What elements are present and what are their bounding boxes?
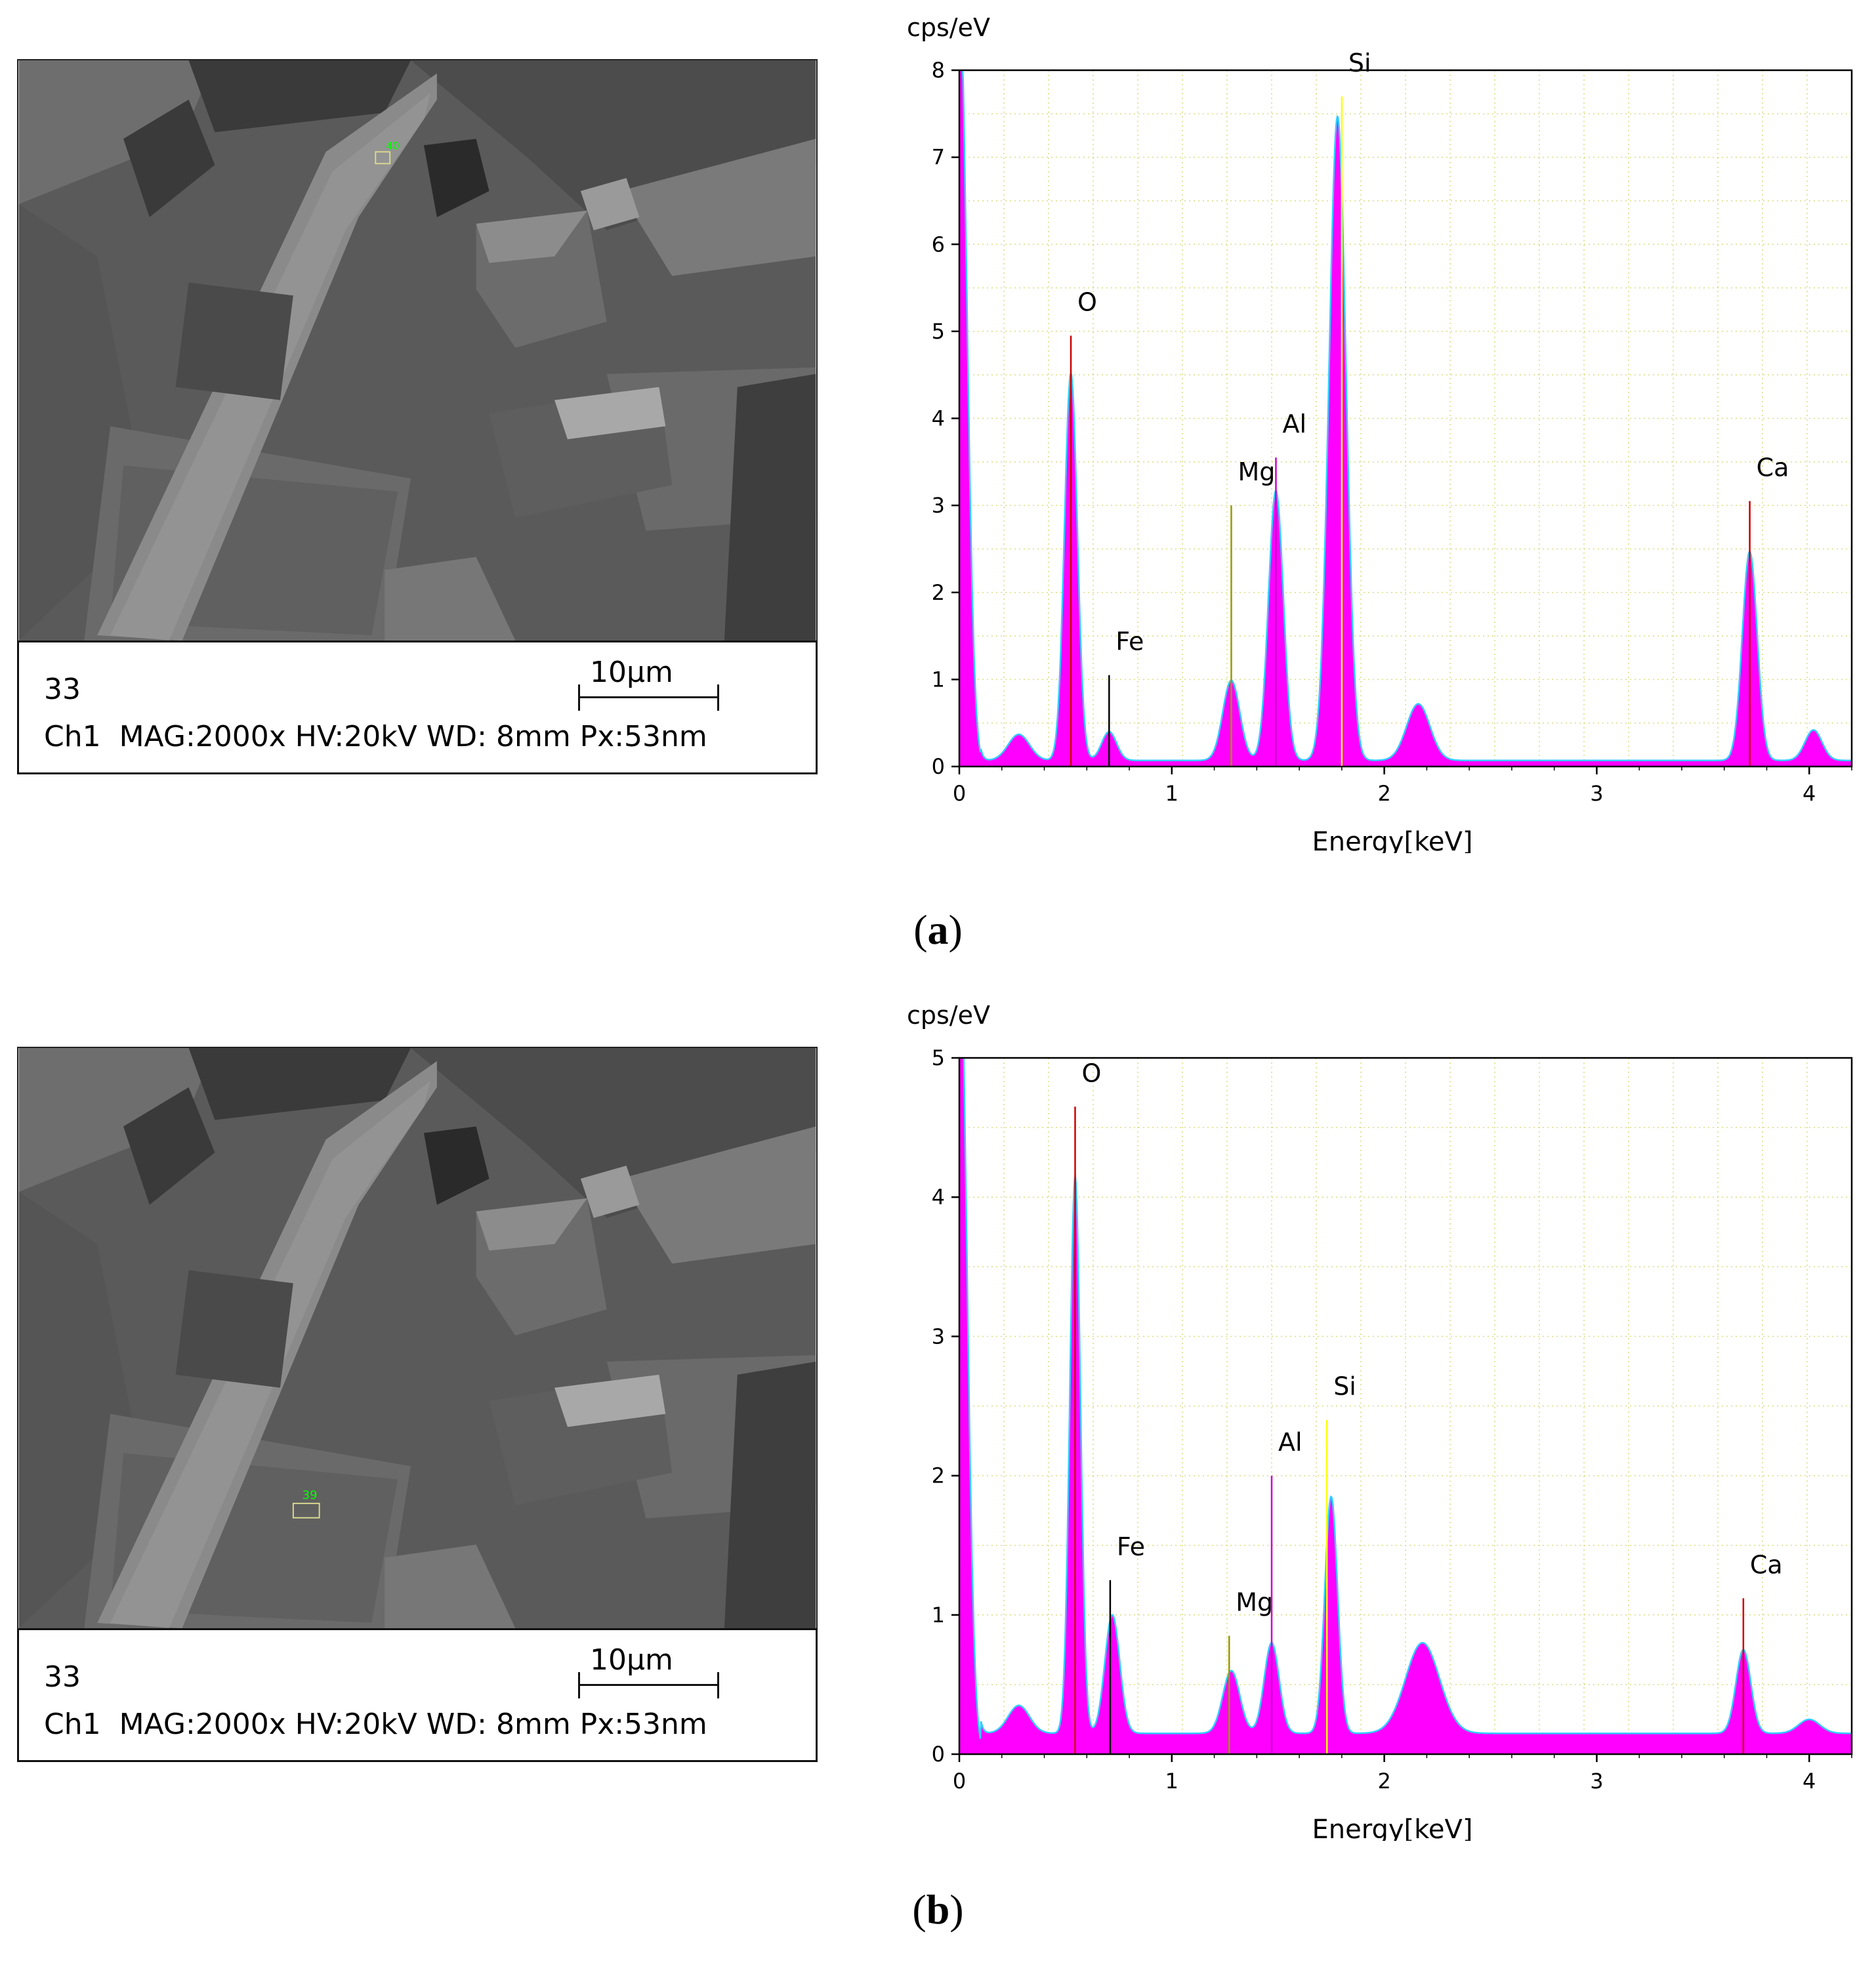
y-tick-label: 2 — [932, 1463, 945, 1488]
x-tick-label: 4 — [1803, 1769, 1816, 1794]
y-axis-title: cps/eV — [907, 13, 990, 42]
y-tick-label: 0 — [932, 754, 945, 779]
y-tick-label: 3 — [932, 493, 945, 518]
x-tick-label: 4 — [1803, 781, 1816, 806]
element-label-o: O — [1081, 1059, 1101, 1087]
panel-a: 40 33 Ch1 MAG:2000x HV:20kV WD: 8mm Px:5… — [17, 13, 1853, 953]
caption-letter: b — [926, 1886, 950, 1933]
element-label-ca: Ca — [1750, 1550, 1783, 1579]
x-tick-label: 2 — [1377, 781, 1390, 806]
element-label-si: Si — [1333, 1372, 1356, 1401]
analysis-point-label: 39 — [302, 1488, 318, 1502]
y-tick-label: 1 — [932, 667, 945, 692]
y-tick-label: 5 — [932, 1045, 945, 1070]
scale-bar-tick-left — [578, 1672, 580, 1698]
scale-bar-tick-left — [578, 684, 580, 711]
element-label-al: Al — [1282, 410, 1306, 438]
sem-micrograph: 39 — [17, 1047, 818, 1629]
caption-a: (a) — [913, 906, 963, 953]
sem-micrograph: 40 — [17, 59, 818, 642]
y-axis-title: cps/eV — [907, 1001, 990, 1030]
spectrum-outline — [959, 70, 1852, 761]
y-tick-label: 6 — [932, 232, 945, 257]
x-tick-label: 1 — [1165, 1769, 1178, 1794]
element-label-mg: Mg — [1238, 457, 1275, 486]
x-tick-label: 1 — [1165, 781, 1178, 806]
sample-id: 33 — [44, 1660, 81, 1694]
scale-bar — [578, 1684, 719, 1686]
element-label-fe: Fe — [1117, 1532, 1145, 1561]
y-tick-label: 3 — [932, 1324, 945, 1349]
sample-id: 33 — [44, 673, 81, 706]
sem-info-box: 33 Ch1 MAG:2000x HV:20kV WD: 8mm Px:53nm… — [17, 1628, 818, 1762]
sem-info-box: 33 Ch1 MAG:2000x HV:20kV WD: 8mm Px:53nm… — [17, 641, 818, 774]
acquisition-info: Ch1 MAG:2000x HV:20kV WD: 8mm Px:53nm — [44, 1708, 707, 1741]
caption-letter: a — [927, 906, 949, 953]
scale-bar — [578, 696, 719, 698]
element-label-al: Al — [1278, 1428, 1303, 1457]
element-label-mg: Mg — [1236, 1588, 1273, 1617]
caption-b: (b) — [912, 1886, 964, 1933]
y-tick-label: 7 — [932, 145, 945, 170]
y-tick-label: 4 — [932, 1185, 945, 1209]
acquisition-info: Ch1 MAG:2000x HV:20kV WD: 8mm Px:53nm — [44, 720, 707, 753]
sem-image-panel: 39 33 Ch1 MAG:2000x HV:20kV WD: 8mm Px:5… — [17, 1047, 818, 1762]
x-tick-label: 3 — [1590, 1769, 1603, 1794]
element-label-o: O — [1077, 288, 1097, 317]
y-tick-label: 0 — [932, 1742, 945, 1767]
y-tick-label: 5 — [932, 319, 945, 344]
y-tick-label: 8 — [932, 58, 945, 83]
x-tick-label: 2 — [1377, 1769, 1390, 1794]
x-tick-label: 3 — [1590, 781, 1603, 806]
scale-bar-tick-right — [717, 1672, 719, 1698]
sem-image-panel: 40 33 Ch1 MAG:2000x HV:20kV WD: 8mm Px:5… — [17, 59, 818, 774]
x-axis-title: Energy[keV] — [1312, 827, 1473, 853]
eds-spectrum-b: O Fe Mg Al Si Ca 0 1 2 3 4 0 1 2 3 4 5 cps/eV Energy[keV] — [907, 1001, 1853, 1841]
scale-bar-tick-right — [717, 684, 719, 711]
scale-bar-label: 10µm — [590, 656, 673, 689]
plot-frame — [958, 1057, 1853, 1755]
panel-b: 39 33 Ch1 MAG:2000x HV:20kV WD: 8mm Px:5… — [0, 988, 1876, 1975]
x-tick-label: 0 — [953, 781, 966, 806]
spectrum-outline — [959, 1058, 1852, 1739]
element-label-ca: Ca — [1757, 453, 1789, 482]
y-tick-label: 1 — [932, 1603, 945, 1628]
y-tick-label: 4 — [932, 406, 945, 431]
x-axis-title: Energy[keV] — [1312, 1815, 1473, 1841]
analysis-point-label: 40 — [386, 139, 399, 152]
y-tick-label: 2 — [932, 580, 945, 605]
element-label-fe: Fe — [1115, 627, 1144, 656]
scale-bar-label: 10µm — [590, 1643, 673, 1677]
x-tick-label: 0 — [953, 1769, 966, 1794]
element-label-si: Si — [1348, 49, 1371, 77]
